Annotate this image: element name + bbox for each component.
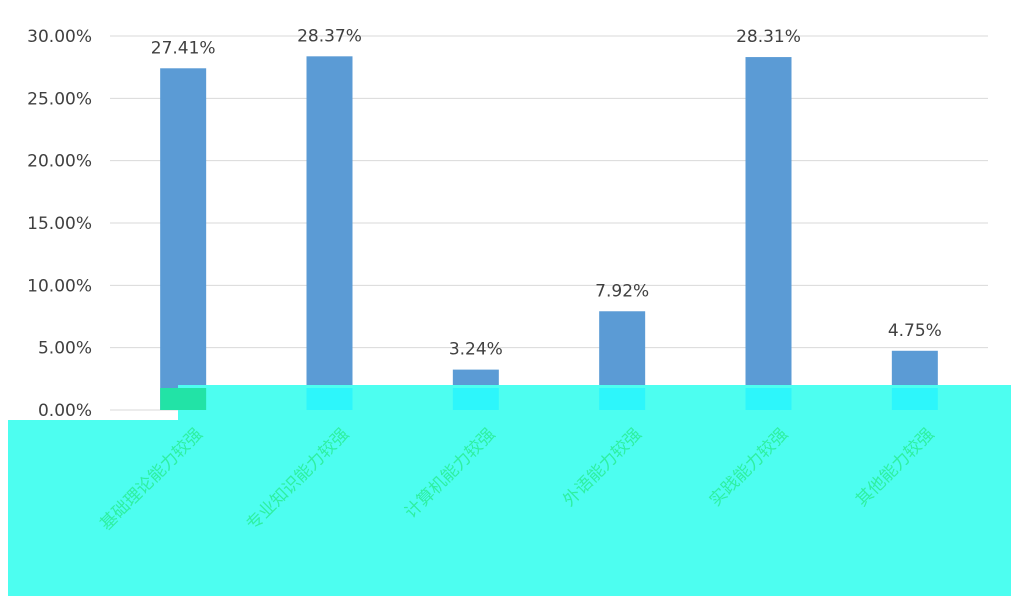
data-label: 4.75%: [888, 321, 942, 341]
y-tick-label: 30.00%: [27, 27, 92, 47]
bar-remnant: [599, 388, 646, 410]
bar: [160, 68, 207, 410]
y-tick-label: 10.00%: [27, 276, 92, 296]
data-labels: 27.41% 28.37% 3.24% 7.92% 28.31% 4.75%: [151, 26, 942, 359]
bar-remnant: [306, 388, 353, 410]
gridlines: [110, 35, 988, 411]
overlay-block-top: [178, 385, 1011, 425]
data-label: 28.37%: [297, 26, 362, 46]
data-label: 28.31%: [736, 27, 801, 47]
y-tick-label: 15.00%: [27, 214, 92, 234]
bar: [306, 56, 353, 410]
bar-remnant: [745, 388, 792, 410]
bar-remnant: [452, 388, 499, 410]
y-tick-label: 25.00%: [27, 89, 92, 109]
bars: [160, 56, 938, 411]
y-tick-label: 0.00%: [38, 401, 92, 421]
bar-remnant: [891, 388, 938, 410]
y-axis-tick-labels: 0.00% 5.00% 10.00% 15.00% 20.00% 25.00% 30.00%: [27, 27, 92, 421]
data-label: 27.41%: [151, 38, 216, 58]
bar-remnant: [160, 388, 207, 410]
overlay-marks: [160, 388, 938, 410]
overlay-block: [8, 420, 1011, 596]
y-tick-label: 20.00%: [27, 152, 92, 172]
data-label: 7.92%: [595, 281, 649, 301]
y-tick-label: 5.00%: [38, 339, 92, 359]
bar: [745, 57, 792, 411]
data-label: 3.24%: [449, 340, 503, 360]
